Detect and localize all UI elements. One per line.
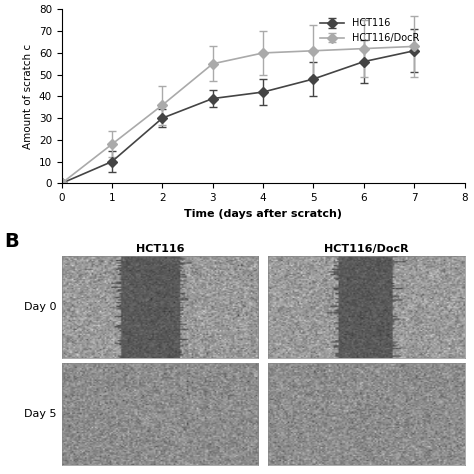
Title: HCT116: HCT116 (136, 244, 184, 254)
Y-axis label: Day 5: Day 5 (24, 409, 56, 419)
Y-axis label: Amount of scratch c: Amount of scratch c (23, 44, 33, 149)
Legend: HCT116, HCT116/DocR: HCT116, HCT116/DocR (316, 14, 423, 47)
Text: B: B (5, 232, 19, 251)
Y-axis label: Day 0: Day 0 (24, 302, 56, 312)
X-axis label: Time (days after scratch): Time (days after scratch) (184, 209, 342, 219)
Title: HCT116/DocR: HCT116/DocR (324, 244, 409, 254)
